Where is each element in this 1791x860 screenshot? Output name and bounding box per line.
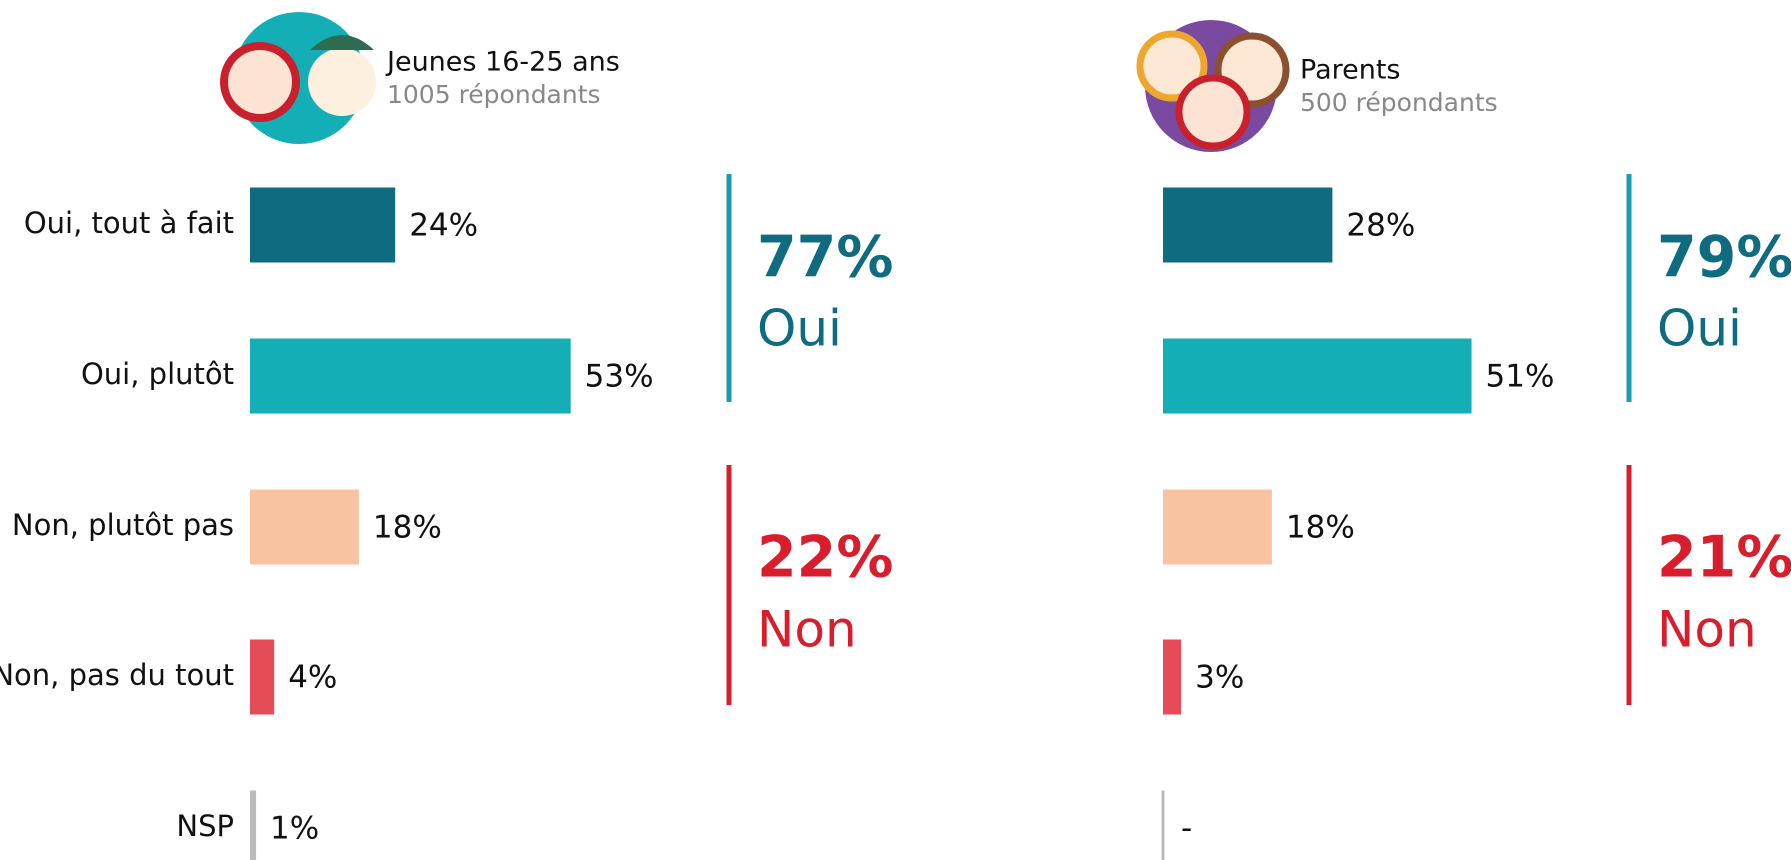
group-label: Non xyxy=(757,601,857,659)
bar xyxy=(250,639,275,715)
value-label: - xyxy=(1181,811,1192,847)
chart-subtitle: 500 répondants xyxy=(1300,88,1498,117)
value-label: 4% xyxy=(288,660,337,696)
bar xyxy=(1163,187,1333,263)
chart-subtitle: 1005 répondants xyxy=(387,80,601,109)
group-label: Oui xyxy=(757,300,842,358)
value-label: 53% xyxy=(585,359,654,395)
group-value: 22% xyxy=(757,525,893,591)
category-label: Oui, tout à fait xyxy=(24,206,234,240)
category-label: NSP xyxy=(176,809,234,843)
bar xyxy=(1163,639,1182,715)
category-label: Non, plutôt pas xyxy=(12,508,234,542)
value-label: 18% xyxy=(373,510,442,546)
group-value: 77% xyxy=(757,225,893,291)
group-label: Non xyxy=(1657,601,1757,659)
value-label: 1% xyxy=(270,811,319,847)
group-label: Oui xyxy=(1657,300,1742,358)
category-label: Non, pas du tout xyxy=(0,658,234,692)
value-label: 3% xyxy=(1195,660,1244,696)
group-value: 21% xyxy=(1657,525,1791,591)
value-label: 51% xyxy=(1486,359,1555,395)
chart-title: Parents xyxy=(1300,55,1401,86)
value-label: 24% xyxy=(409,208,478,244)
avatar-jeunes xyxy=(220,12,376,144)
group-value: 79% xyxy=(1657,225,1791,291)
value-label: 28% xyxy=(1346,208,1415,244)
bar xyxy=(1163,489,1272,565)
bar xyxy=(250,187,396,263)
chart-title: Jeunes 16-25 ans xyxy=(385,47,620,78)
avatar-parents xyxy=(1136,20,1290,152)
bar xyxy=(250,338,571,414)
bar xyxy=(1163,338,1472,414)
bar xyxy=(250,790,257,860)
category-label: Oui, plutôt xyxy=(81,357,234,391)
value-label: 18% xyxy=(1286,510,1355,546)
bar xyxy=(250,489,359,565)
